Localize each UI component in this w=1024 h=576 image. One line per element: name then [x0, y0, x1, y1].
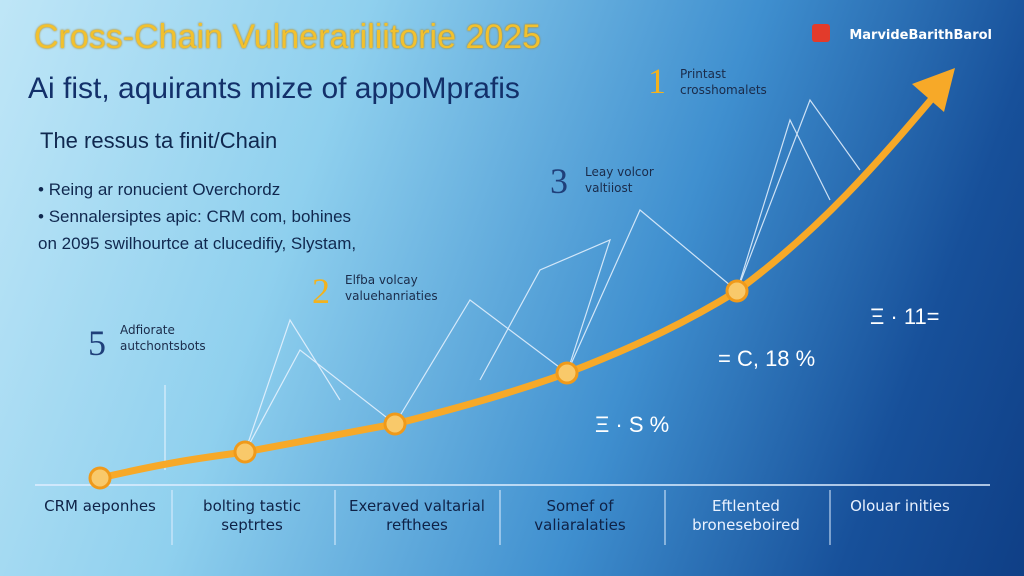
logo: MarvideBarithBarol	[849, 28, 992, 43]
bullet-text: Sennalersiptes apic: CRM com, bohines on…	[38, 207, 357, 253]
arrow-head	[912, 68, 955, 112]
stat: Ξ · S %	[595, 412, 670, 437]
bullet: • Reing ar ronucient Overchordz	[38, 180, 281, 199]
callout-text: Leay volcor valtiiost	[585, 165, 654, 195]
category: CRM aeponhes	[44, 497, 156, 515]
callout-number: 5	[88, 323, 106, 363]
callout-number: 3	[550, 161, 568, 201]
points	[88, 279, 749, 490]
category: Somef of valiaralaties	[534, 497, 626, 534]
category: Olouar inities	[850, 497, 950, 515]
title: Cross-Chain Vulnerariliitorie 2025	[34, 18, 542, 56]
dividers	[171, 490, 831, 545]
heading: The ressus ta finit/Chain	[40, 128, 278, 153]
subtitle: Ai fist, aquirants mize of appoMprafis	[28, 72, 520, 105]
stat: = C, 18 %	[718, 346, 816, 371]
stat: Ξ · 11=	[870, 304, 940, 329]
bullet-text: Reing ar ronucient Overchordz	[48, 180, 281, 199]
callout-text: Printast crosshomalets	[680, 67, 767, 97]
callout-number: 1	[648, 61, 666, 101]
bullet: • Sennalersiptes apic: CRM com, bohines …	[38, 207, 357, 253]
callout-text: Adfiorate autchontsbots	[120, 323, 206, 353]
logo-icon	[812, 24, 830, 42]
category: Exeraved valtarial refthees	[349, 497, 485, 534]
callout-number: 2	[312, 271, 330, 311]
category: Eftlented broneseboired	[692, 497, 800, 534]
callout-text: Elfba volcay valuehanriaties	[345, 273, 438, 303]
category: bolting tastic septrtes	[203, 497, 301, 534]
spikes	[164, 98, 861, 470]
